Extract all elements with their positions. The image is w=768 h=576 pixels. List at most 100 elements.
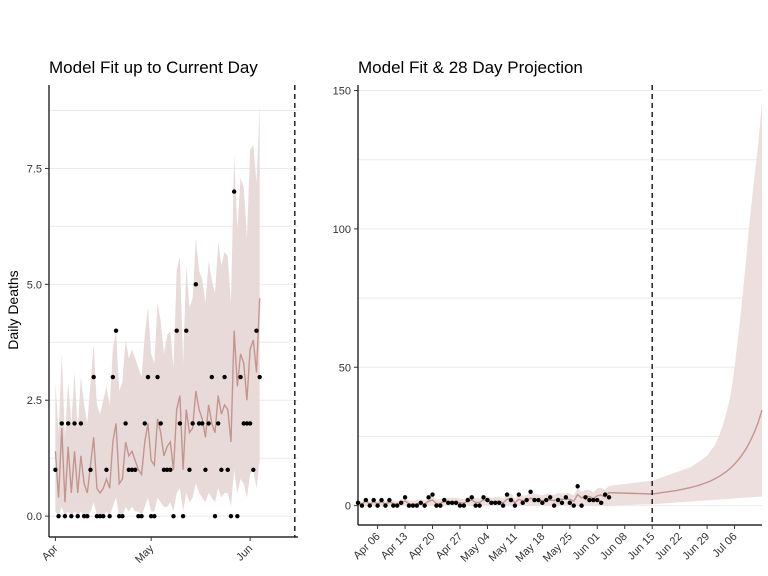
observed-death-point	[59, 421, 64, 426]
observed-death-point	[241, 421, 246, 426]
observed-death-point	[212, 513, 218, 519]
x-tick-label: Apr 13	[379, 531, 410, 562]
observed-death-point	[497, 500, 502, 506]
observed-death-point	[500, 503, 506, 508]
observed-death-point	[62, 513, 68, 519]
observed-death-point	[101, 513, 106, 519]
left-panel: Model Fit up to Current Day Daily Deaths…	[5, 58, 298, 566]
observed-death-point	[196, 421, 202, 426]
observed-death-point	[257, 374, 262, 380]
observed-death-point	[418, 500, 423, 506]
observed-death-point	[504, 492, 510, 497]
observed-death-point	[398, 500, 404, 506]
observed-death-point	[567, 500, 573, 506]
observed-death-point	[88, 467, 93, 472]
observed-death-point	[187, 467, 192, 472]
observed-death-point	[598, 500, 604, 506]
observed-death-point	[53, 467, 58, 472]
observed-death-point	[402, 495, 408, 500]
observed-death-point	[410, 503, 416, 508]
observed-death-point	[110, 374, 116, 380]
observed-death-point	[379, 497, 384, 503]
observed-death-point	[219, 467, 224, 472]
y-tick-label: 150	[333, 86, 351, 98]
x-tick-label: May	[133, 542, 157, 566]
observed-death-point	[142, 421, 147, 426]
observed-death-point	[563, 495, 569, 500]
observed-death-point	[465, 497, 471, 503]
observed-death-point	[81, 513, 87, 519]
x-tick-label: May 25	[541, 531, 575, 565]
observed-death-point	[136, 513, 141, 519]
observed-death-point	[575, 484, 580, 489]
observed-death-point	[371, 497, 376, 503]
observed-death-point	[406, 503, 412, 508]
left-chart-title: Model Fit up to Current Day	[49, 58, 258, 77]
observed-death-point	[524, 497, 529, 503]
observed-death-point	[551, 503, 557, 508]
observed-death-point	[536, 497, 541, 503]
observed-death-point	[56, 513, 61, 519]
x-tick-label: Apr 06	[351, 531, 382, 562]
observed-death-point	[591, 497, 596, 503]
observed-death-point	[579, 503, 584, 508]
observed-death-point	[145, 374, 151, 380]
observed-death-point	[254, 328, 259, 333]
observed-death-point	[117, 513, 122, 519]
observed-death-point	[120, 513, 125, 519]
observed-death-point	[532, 497, 537, 503]
observed-death-point	[158, 421, 163, 426]
y-tick-label: 0	[345, 501, 351, 513]
observed-death-point	[65, 421, 71, 426]
observed-death-point	[583, 495, 588, 500]
x-tick-label: Jun 22	[653, 531, 685, 563]
x-tick-label: Jun	[234, 543, 255, 564]
observed-death-point	[171, 513, 176, 519]
x-tick-label: May 04	[459, 531, 493, 565]
observed-death-point	[493, 500, 498, 506]
x-tick-label: Jul 06	[710, 531, 739, 560]
observed-death-point	[571, 503, 576, 508]
observed-death-point	[113, 328, 119, 333]
observed-death-point	[203, 467, 208, 472]
observed-death-point	[174, 328, 179, 333]
observed-death-point	[512, 503, 518, 508]
observed-death-point	[528, 489, 533, 494]
observed-death-point	[485, 497, 490, 503]
observed-death-point	[238, 374, 243, 380]
observed-death-point	[559, 500, 565, 506]
observed-death-point	[139, 513, 144, 519]
x-tick-label: Jun 29	[680, 531, 712, 563]
y-tick-label: 5.0	[27, 279, 42, 291]
observed-death-point	[78, 421, 84, 426]
observed-death-point	[177, 421, 183, 426]
observed-death-point	[222, 374, 227, 380]
y-tick-label: 0.0	[27, 511, 42, 523]
observed-death-point	[123, 421, 128, 426]
observed-death-point	[94, 513, 100, 519]
observed-death-point	[442, 497, 447, 503]
observed-death-point	[422, 503, 427, 508]
observed-death-point	[164, 467, 170, 472]
observed-death-point	[453, 500, 459, 506]
observed-death-point	[104, 467, 109, 472]
y-tick-label: 7.5	[27, 163, 42, 175]
right-panel: Model Fit & 28 Day Projection 0 50 100 150 A…	[333, 58, 763, 565]
y-axis-label: Daily Deaths	[5, 270, 21, 349]
observed-death-point	[215, 421, 221, 426]
observed-death-point	[508, 497, 514, 503]
observed-death-point	[126, 467, 132, 472]
observed-death-point	[244, 421, 250, 426]
observed-death-point	[516, 492, 522, 497]
observed-death-point	[231, 189, 237, 194]
observed-death-point	[235, 513, 240, 519]
observed-death-point	[72, 421, 77, 426]
observed-death-point	[69, 513, 74, 519]
observed-death-point	[359, 503, 365, 508]
observed-death-point	[161, 467, 167, 472]
observed-death-point	[155, 374, 160, 380]
observed-death-point	[209, 374, 215, 380]
observed-death-point	[391, 503, 396, 508]
observed-death-point	[375, 503, 380, 508]
